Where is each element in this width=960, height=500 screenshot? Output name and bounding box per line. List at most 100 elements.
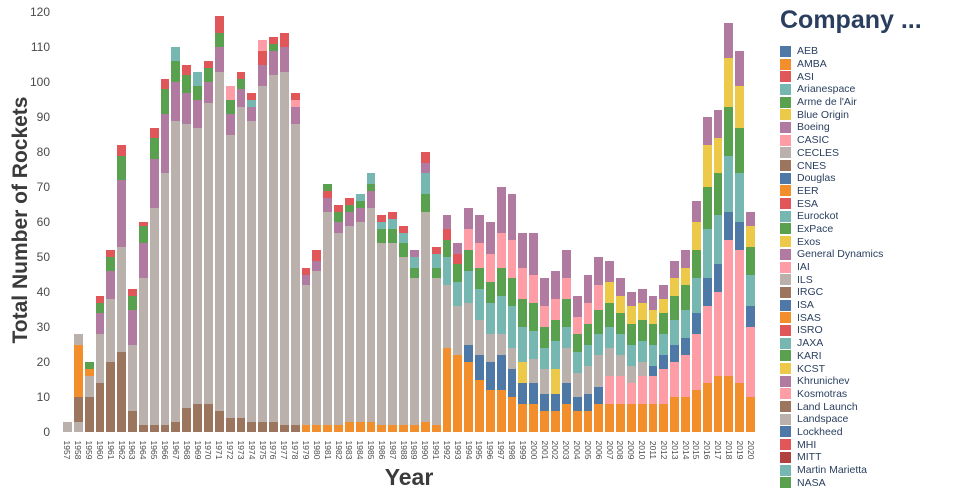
bar-segment[interactable] <box>388 218 398 229</box>
bar-1962[interactable] <box>117 145 127 432</box>
bar-segment[interactable] <box>605 404 615 432</box>
bar-segment[interactable] <box>193 404 202 432</box>
bar-segment[interactable] <box>529 330 539 359</box>
bar-segment[interactable] <box>117 145 127 156</box>
bar-segment[interactable] <box>616 295 625 313</box>
bar-segment[interactable] <box>561 299 571 327</box>
bar-segment[interactable] <box>453 306 463 355</box>
bar-1995[interactable] <box>475 215 484 432</box>
bar-segment[interactable] <box>626 323 636 345</box>
bar-2013[interactable] <box>670 260 680 432</box>
bar-segment[interactable] <box>410 267 419 278</box>
bar-segment[interactable] <box>670 320 680 345</box>
bar-segment[interactable] <box>583 393 593 411</box>
bar-1964[interactable] <box>138 222 148 432</box>
bar-2014[interactable] <box>681 250 690 432</box>
bar-segment[interactable] <box>475 215 484 243</box>
bar-segment[interactable] <box>616 278 625 296</box>
bar-segment[interactable] <box>95 383 105 432</box>
bar-segment[interactable] <box>746 246 755 275</box>
bar-1999[interactable] <box>518 232 528 432</box>
bar-1958[interactable] <box>73 334 83 432</box>
bar-segment[interactable] <box>214 47 224 72</box>
bar-segment[interactable] <box>431 278 441 425</box>
bar-segment[interactable] <box>702 306 712 383</box>
bar-segment[interactable] <box>594 309 604 334</box>
bar-segment[interactable] <box>128 411 137 432</box>
legend-item-ils[interactable]: ILS <box>780 273 958 286</box>
bar-segment[interactable] <box>648 376 658 404</box>
bar-segment[interactable] <box>203 82 213 103</box>
bar-segment[interactable] <box>713 264 723 292</box>
bar-segment[interactable] <box>334 211 343 222</box>
bar-segment[interactable] <box>659 313 669 334</box>
bar-2020[interactable] <box>746 211 755 432</box>
bar-segment[interactable] <box>529 302 539 331</box>
bar-segment[interactable] <box>464 344 474 362</box>
bar-segment[interactable] <box>279 47 289 72</box>
legend-item-cecles[interactable]: CECLES <box>780 147 958 160</box>
legend-item-eer[interactable]: EER <box>780 185 958 198</box>
bar-segment[interactable] <box>431 253 441 268</box>
bar-segment[interactable] <box>442 285 452 348</box>
bar-segment[interactable] <box>203 61 213 68</box>
bar-segment[interactable] <box>507 239 517 278</box>
bar-segment[interactable] <box>561 327 571 348</box>
bar-segment[interactable] <box>681 309 690 338</box>
bar-segment[interactable] <box>746 274 755 306</box>
bar-segment[interactable] <box>117 351 127 432</box>
bar-segment[interactable] <box>637 362 647 376</box>
bar-segment[interactable] <box>702 383 712 432</box>
bar-segment[interactable] <box>637 376 647 404</box>
bar-2015[interactable] <box>691 201 701 432</box>
bar-segment[interactable] <box>171 47 181 61</box>
bar-segment[interactable] <box>323 183 333 191</box>
bar-2009[interactable] <box>626 292 636 432</box>
bar-segment[interactable] <box>626 292 636 306</box>
bar-segment[interactable] <box>475 288 484 320</box>
bar-segment[interactable] <box>73 344 83 397</box>
bar-segment[interactable] <box>355 194 365 201</box>
bar-segment[interactable] <box>670 278 680 296</box>
bar-segment[interactable] <box>540 393 549 411</box>
bar-segment[interactable] <box>496 267 506 296</box>
bar-segment[interactable] <box>691 222 701 250</box>
bar-segment[interactable] <box>236 106 246 418</box>
bar-segment[interactable] <box>691 278 701 313</box>
bar-segment[interactable] <box>475 320 484 355</box>
bar-segment[interactable] <box>637 302 647 320</box>
bar-segment[interactable] <box>377 222 387 229</box>
bar-1991[interactable] <box>431 246 441 432</box>
bar-segment[interactable] <box>106 362 116 432</box>
bar-1974[interactable] <box>247 92 257 432</box>
bar-segment[interactable] <box>106 250 116 257</box>
bar-segment[interactable] <box>594 334 604 355</box>
bar-segment[interactable] <box>518 267 528 299</box>
bar-segment[interactable] <box>117 246 127 352</box>
bar-segment[interactable] <box>63 421 72 432</box>
bar-segment[interactable] <box>106 271 116 299</box>
bar-segment[interactable] <box>529 274 539 303</box>
bar-segment[interactable] <box>540 278 549 306</box>
bar-segment[interactable] <box>713 376 723 432</box>
bar-segment[interactable] <box>724 22 734 58</box>
bar-segment[interactable] <box>106 257 116 271</box>
legend-item-kari[interactable]: KARI <box>780 350 958 363</box>
bar-segment[interactable] <box>496 232 506 268</box>
bar-segment[interactable] <box>193 99 202 128</box>
bar-segment[interactable] <box>496 390 506 432</box>
bar-segment[interactable] <box>529 383 539 404</box>
legend-item-eurockot[interactable]: Eurockot <box>780 210 958 223</box>
bar-segment[interactable] <box>388 229 398 243</box>
bar-segment[interactable] <box>84 369 94 376</box>
bar-2018[interactable] <box>724 22 734 432</box>
bar-segment[interactable] <box>117 180 127 247</box>
legend-item-arme-de-l-air[interactable]: Arme de l'Air <box>780 96 958 109</box>
bar-segment[interactable] <box>572 351 582 373</box>
legend-item-iai[interactable]: IAI <box>780 261 958 274</box>
bar-segment[interactable] <box>485 362 495 390</box>
bar-segment[interactable] <box>659 404 669 432</box>
bar-segment[interactable] <box>670 295 680 320</box>
legend-item-martin-marietta[interactable]: Martin Marietta <box>780 464 958 477</box>
bar-segment[interactable] <box>442 239 452 257</box>
